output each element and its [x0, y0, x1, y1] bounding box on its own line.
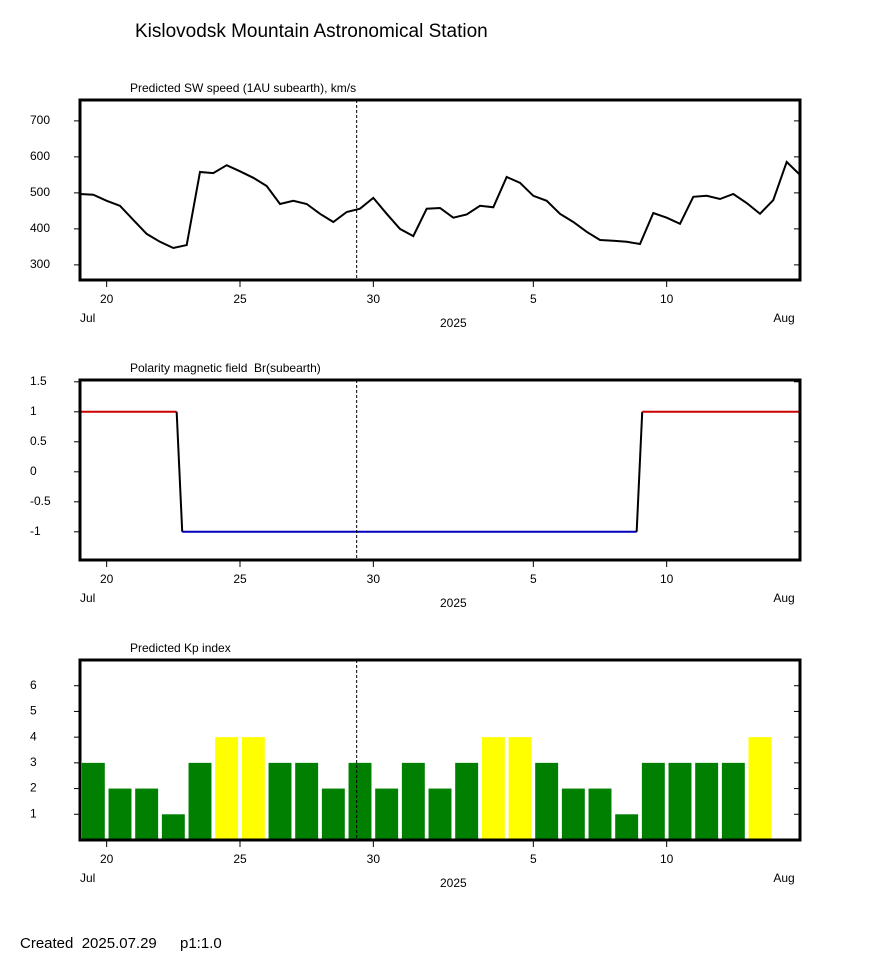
polarity-segment	[635, 411, 644, 532]
kp-bar	[588, 788, 612, 840]
plot-frame	[78, 378, 802, 562]
kp-bar	[161, 814, 185, 840]
month-label: Jul	[80, 871, 95, 885]
kp-bar	[428, 788, 452, 840]
chart-title: Predicted SW speed (1AU subearth), km/s	[130, 81, 356, 95]
sw-speed-line	[79, 160, 801, 250]
x-tick-label: 20	[100, 852, 114, 866]
y-tick-label: 3	[30, 755, 37, 769]
y-tick-label: 1	[30, 404, 37, 418]
chart-title: Predicted Kp index	[130, 641, 231, 655]
y-tick-label: 5	[30, 704, 37, 718]
month-label: Aug	[773, 311, 794, 325]
kp-bar	[695, 762, 719, 840]
y-tick-label: 0	[30, 464, 37, 478]
kp-bar	[375, 788, 399, 840]
page-title: Kislovodsk Mountain Astronomical Station	[135, 21, 488, 42]
x-tick-label: 25	[233, 292, 247, 306]
kp-bar	[721, 762, 745, 840]
kp-bar	[321, 788, 345, 840]
kp-bar	[135, 788, 159, 840]
x-tick-label: 30	[367, 292, 381, 306]
x-tick-label: 5	[530, 852, 537, 866]
month-label: Jul	[80, 311, 95, 325]
kp-bar	[455, 762, 479, 840]
polarity-segment	[175, 411, 184, 532]
kp-bar	[241, 737, 265, 840]
y-tick-label: 0.5	[30, 434, 47, 448]
x-tick-label: 30	[367, 572, 381, 586]
month-label: Aug	[773, 591, 794, 605]
x-tick-label: 25	[233, 572, 247, 586]
plot-frame	[78, 98, 802, 282]
month-label: Jul	[80, 591, 95, 605]
y-tick-label: -1	[30, 524, 41, 538]
kp-bar	[668, 762, 692, 840]
kp-bar	[295, 762, 319, 840]
y-tick-label: 2	[30, 781, 37, 795]
y-tick-label: -0.5	[30, 494, 51, 508]
kp-bar	[401, 762, 425, 840]
kp-bar	[108, 788, 132, 840]
y-tick-label: 600	[30, 149, 50, 163]
year-label: 2025	[440, 876, 467, 890]
y-tick-label: 400	[30, 221, 50, 235]
kp-bar	[215, 737, 239, 840]
x-tick-label: 20	[100, 292, 114, 306]
x-tick-label: 20	[100, 572, 114, 586]
chart-title: Polarity magnetic field Br(subearth)	[130, 361, 321, 375]
y-tick-label: 300	[30, 257, 50, 271]
x-tick-label: 10	[660, 852, 674, 866]
y-tick-label: 6	[30, 678, 37, 692]
kp-bar	[748, 737, 772, 840]
kp-bar	[615, 814, 639, 840]
footer-created: Created 2025.07.29	[20, 935, 157, 952]
footer-page: p1:1.0	[180, 935, 222, 952]
x-tick-label: 5	[530, 572, 537, 586]
y-tick-label: 1	[30, 806, 37, 820]
kp-bar	[561, 788, 585, 840]
kp-bar	[535, 762, 559, 840]
kp-bar	[481, 737, 505, 840]
year-label: 2025	[440, 596, 467, 610]
month-label: Aug	[773, 871, 794, 885]
kp-bar	[641, 762, 665, 840]
y-tick-label: 500	[30, 185, 50, 199]
y-tick-label: 1.5	[30, 374, 47, 388]
kp-bar	[81, 762, 105, 840]
kp-bar	[188, 762, 212, 840]
plot-frame	[78, 658, 802, 842]
x-tick-label: 10	[660, 572, 674, 586]
x-tick-label: 25	[233, 852, 247, 866]
x-tick-label: 30	[367, 852, 381, 866]
y-tick-label: 700	[30, 113, 50, 127]
kp-bar	[508, 737, 532, 840]
x-tick-label: 5	[530, 292, 537, 306]
kp-bar	[268, 762, 292, 840]
x-tick-label: 10	[660, 292, 674, 306]
y-tick-label: 4	[30, 729, 37, 743]
year-label: 2025	[440, 316, 467, 330]
kp-bar	[348, 762, 372, 840]
